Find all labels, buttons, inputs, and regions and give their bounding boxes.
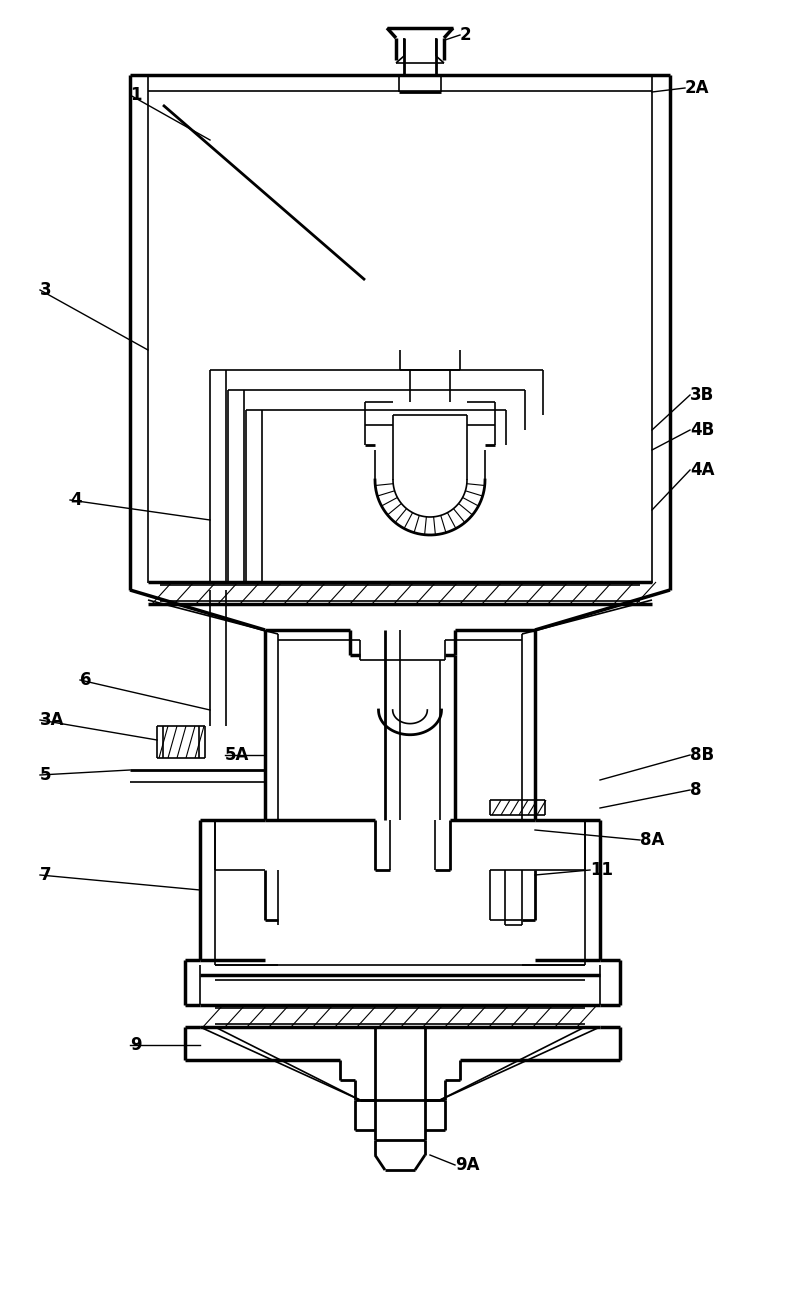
Text: 2A: 2A [685, 79, 710, 97]
Text: 4A: 4A [690, 461, 714, 479]
Text: 8: 8 [690, 780, 702, 799]
Text: 9: 9 [130, 1036, 142, 1054]
Text: 6: 6 [80, 671, 91, 690]
Text: 4B: 4B [690, 421, 714, 440]
Text: 2: 2 [460, 26, 472, 43]
Text: 8B: 8B [690, 746, 714, 765]
Text: 3A: 3A [40, 711, 65, 729]
Text: 9A: 9A [455, 1155, 479, 1174]
Text: 5: 5 [40, 766, 51, 784]
Text: 3B: 3B [690, 386, 714, 404]
Text: 11: 11 [590, 861, 613, 879]
Text: 3: 3 [40, 282, 52, 299]
Text: 1: 1 [130, 86, 142, 104]
Text: 8A: 8A [640, 830, 664, 849]
Text: 4: 4 [70, 491, 82, 509]
Text: 7: 7 [40, 866, 52, 884]
Text: 5A: 5A [225, 746, 250, 765]
